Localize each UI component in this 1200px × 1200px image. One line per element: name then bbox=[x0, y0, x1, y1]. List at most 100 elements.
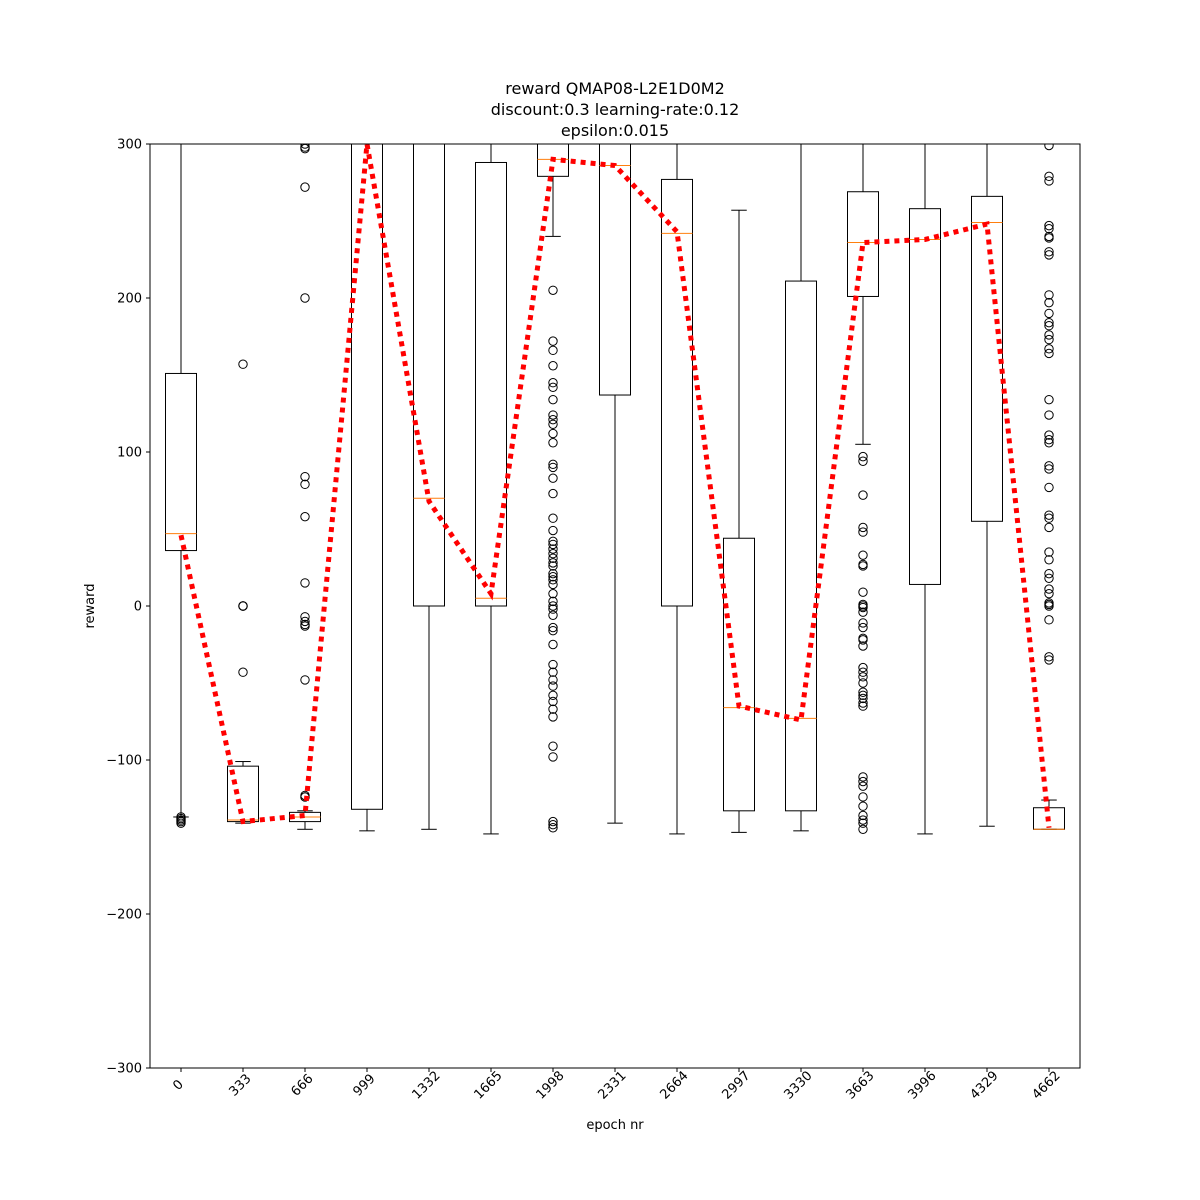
outlier-point bbox=[300, 616, 310, 627]
box-iqr bbox=[599, 144, 631, 396]
outlier-point bbox=[858, 824, 868, 834]
y-tick-label: 200 bbox=[117, 292, 142, 307]
outlier-point bbox=[858, 701, 868, 711]
outlier-point bbox=[858, 810, 868, 821]
outlier-point bbox=[548, 513, 558, 523]
outlier-point bbox=[858, 772, 868, 782]
outlier-point bbox=[1044, 176, 1054, 186]
outlier-point bbox=[1044, 308, 1054, 319]
outlier-point bbox=[858, 527, 868, 537]
outlier-point bbox=[1044, 317, 1054, 328]
outlier-point bbox=[858, 522, 868, 533]
outlier-point bbox=[1044, 482, 1054, 493]
box-iqr bbox=[661, 178, 693, 607]
outlier-point bbox=[548, 459, 558, 470]
outlier-point bbox=[858, 690, 868, 701]
outlier-point bbox=[548, 823, 558, 833]
outlier-point bbox=[548, 572, 558, 582]
outlier-point bbox=[548, 558, 558, 568]
plot-area bbox=[165, 144, 1065, 835]
outlier-point bbox=[1044, 461, 1054, 471]
box-iqr bbox=[537, 144, 569, 177]
outlier-point bbox=[1044, 144, 1054, 151]
outlier-point bbox=[548, 625, 558, 636]
outlier-point bbox=[1044, 513, 1054, 523]
outlier-point bbox=[548, 579, 558, 590]
box-iqr bbox=[785, 280, 817, 812]
outlier-point bbox=[1044, 220, 1054, 231]
outlier-point bbox=[548, 525, 558, 536]
outlier-point bbox=[1044, 438, 1054, 448]
outlier-point bbox=[548, 601, 558, 611]
outlier-point bbox=[548, 622, 558, 633]
outlier-point bbox=[858, 561, 868, 571]
box-iqr bbox=[909, 208, 941, 585]
outlier-point bbox=[1044, 547, 1054, 557]
y-tick-label: 100 bbox=[117, 446, 142, 461]
box-0 bbox=[165, 144, 197, 828]
outlier-point bbox=[548, 548, 558, 559]
outlier-point bbox=[300, 182, 310, 192]
outlier-point bbox=[858, 698, 868, 708]
outlier-point bbox=[858, 490, 868, 500]
outlier-point bbox=[176, 818, 186, 828]
y-tick-label: −300 bbox=[106, 1062, 142, 1077]
outlier-point bbox=[300, 675, 310, 685]
outlier-point bbox=[858, 618, 868, 628]
outlier-point bbox=[548, 378, 558, 388]
outlier-point bbox=[858, 456, 868, 466]
outlier-point bbox=[858, 781, 868, 791]
outlier-point bbox=[1044, 247, 1054, 257]
outlier-point bbox=[1044, 555, 1054, 565]
outlier-point bbox=[548, 712, 558, 722]
outlier-point bbox=[238, 667, 248, 677]
y-axis-label: reward bbox=[83, 583, 98, 628]
box-iqr bbox=[351, 144, 383, 810]
outlier-point bbox=[548, 539, 558, 550]
outlier-point bbox=[1044, 655, 1054, 665]
outlier-point bbox=[1044, 250, 1054, 260]
outlier-point bbox=[858, 635, 868, 645]
outlier-point bbox=[858, 667, 868, 677]
outlier-point bbox=[858, 622, 868, 633]
box-iqr bbox=[165, 372, 197, 552]
outlier-point bbox=[548, 819, 558, 830]
outlier-point bbox=[548, 681, 558, 691]
outlier-point bbox=[858, 801, 868, 811]
outlier-point bbox=[548, 604, 558, 614]
outlier-point bbox=[858, 641, 868, 651]
outlier-point bbox=[548, 428, 558, 439]
box-iqr bbox=[475, 161, 507, 607]
y-tick-label: −200 bbox=[106, 908, 142, 923]
outlier-point bbox=[1044, 430, 1054, 440]
outlier-point bbox=[300, 612, 310, 622]
outlier-point bbox=[548, 741, 558, 751]
outlier-point bbox=[1044, 615, 1054, 625]
outlier-point bbox=[548, 410, 558, 420]
outlier-point bbox=[1044, 334, 1054, 345]
chart-title-line-3: epsilon:0.015 bbox=[561, 121, 669, 140]
outlier-point bbox=[548, 536, 558, 547]
outlier-point bbox=[548, 382, 558, 393]
outlier-point bbox=[1044, 568, 1054, 579]
outlier-point bbox=[858, 693, 868, 704]
outlier-point bbox=[858, 815, 868, 825]
mean-line bbox=[178, 144, 1052, 829]
box-1332 bbox=[413, 144, 445, 830]
outlier-point bbox=[548, 696, 558, 707]
outlier-point bbox=[548, 639, 558, 650]
outlier-point bbox=[548, 690, 558, 701]
outlier-point bbox=[1044, 464, 1054, 474]
outlier-point bbox=[858, 818, 868, 828]
outlier-point bbox=[858, 776, 868, 787]
outlier-point bbox=[548, 285, 558, 295]
outlier-point bbox=[548, 752, 558, 762]
outlier-point bbox=[1044, 297, 1054, 308]
box-999 bbox=[351, 144, 383, 832]
outlier-point bbox=[548, 588, 558, 599]
outlier-point bbox=[238, 601, 248, 611]
outlier-point bbox=[1044, 321, 1054, 331]
outlier-point bbox=[548, 361, 558, 371]
outlier-point bbox=[858, 550, 868, 560]
outlier-point bbox=[548, 473, 558, 483]
